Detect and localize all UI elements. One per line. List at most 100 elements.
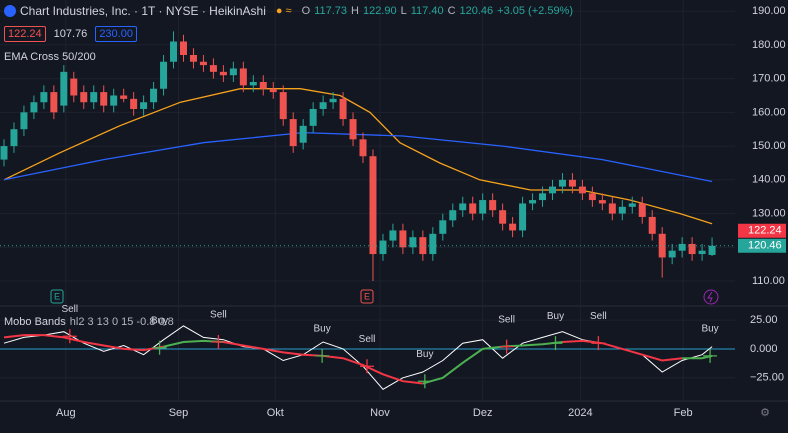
- x-tick-label: Nov: [370, 407, 390, 419]
- candle-body: [509, 223, 517, 231]
- candle-body: [698, 250, 706, 255]
- signal-cross: [591, 336, 606, 351]
- candle-body: [189, 54, 197, 62]
- candle-body: [419, 237, 427, 255]
- price-tag: [738, 238, 786, 253]
- candle-body: [539, 193, 547, 201]
- candle-body: [140, 102, 148, 109]
- candle-body: [519, 203, 527, 231]
- status-icons[interactable]: ● ≈: [275, 5, 292, 17]
- symbol[interactable]: Chart Industries, Inc. · 1T · NYSE · Hei…: [20, 4, 266, 18]
- price-tag: [738, 223, 786, 238]
- y-tick-label: 140.00: [752, 174, 786, 186]
- signal-cross: [548, 336, 563, 351]
- candle-body: [459, 203, 467, 211]
- candle-body: [688, 243, 696, 255]
- candle-body: [708, 245, 716, 255]
- moving-average: [3, 88, 713, 225]
- candle-body: [658, 233, 666, 258]
- candle-body: [449, 210, 457, 221]
- mobo-legend[interactable]: Mobo Bands hl2 3 13 0 15 -0.8 0.8: [4, 316, 174, 328]
- candle-body: [229, 68, 237, 76]
- candle-body: [20, 112, 28, 130]
- earnings-label: E: [54, 291, 60, 301]
- candle-body: [209, 65, 217, 72]
- x-tick-label: 2024: [568, 407, 592, 419]
- candle-body: [100, 92, 108, 106]
- candle-body: [339, 98, 347, 120]
- ohlc-value: 120.46: [459, 5, 494, 17]
- input-value: 107.76: [53, 28, 88, 40]
- candle-body: [70, 78, 78, 96]
- earnings-marker[interactable]: E: [50, 289, 64, 304]
- earnings-marker[interactable]: E: [360, 289, 374, 304]
- x-tick-label: Dez: [473, 407, 493, 419]
- change: +3.05 (+2.59%): [497, 5, 574, 17]
- x-tick-label: Feb: [674, 407, 693, 419]
- candle-body: [90, 92, 98, 103]
- dividend-marker[interactable]: [703, 289, 719, 305]
- settings-icon[interactable]: ⚙: [760, 407, 770, 419]
- candle-body: [389, 230, 397, 241]
- signal-cross: [499, 339, 514, 354]
- candle-body: [319, 102, 327, 109]
- candle-body: [429, 233, 437, 255]
- candle-body: [628, 203, 636, 207]
- candle-body: [349, 119, 357, 140]
- candle-body: [409, 237, 417, 248]
- ohlc-label: C: [447, 5, 456, 17]
- candle-body: [499, 210, 507, 224]
- signal-cross: [417, 374, 432, 389]
- candle-body: [668, 250, 676, 258]
- candle-body: [50, 92, 58, 113]
- y-tick-label: −25.00: [750, 372, 784, 384]
- candle-body: [479, 200, 487, 214]
- input-value[interactable]: 122.24: [4, 26, 46, 42]
- candle-body: [399, 230, 407, 248]
- signal-cross: [703, 348, 718, 363]
- candle-body: [180, 41, 188, 55]
- candle-body: [30, 102, 38, 113]
- signal-cross: [315, 348, 330, 363]
- candle-body: [40, 92, 48, 103]
- y-tick-label: 160.00: [752, 106, 786, 118]
- signal-label: Sell: [498, 314, 515, 325]
- signal-label: Sell: [359, 334, 376, 345]
- x-tick-label: Okt: [267, 407, 284, 419]
- candle-body: [598, 200, 606, 204]
- candle-body: [529, 200, 537, 204]
- candle-body: [269, 88, 277, 93]
- signal-cross: [211, 335, 226, 350]
- y-tick-label: 190.00: [752, 5, 786, 17]
- ohlc-label: O: [301, 5, 311, 17]
- indicator-name: EMA Cross 50/200: [4, 51, 96, 63]
- candle-body: [10, 129, 18, 147]
- candle-body: [299, 125, 307, 143]
- y-tick-label: 110.00: [752, 275, 785, 287]
- input-value[interactable]: 230.00: [95, 26, 137, 42]
- signal-label: Buy: [547, 311, 564, 322]
- candle-body: [558, 179, 566, 187]
- candle-body: [249, 81, 257, 86]
- candle-body: [439, 220, 447, 234]
- mobo-title: Mobo Bands: [4, 316, 66, 328]
- earnings-label: E: [364, 291, 370, 301]
- y-tick-label: 170.00: [752, 73, 786, 85]
- candle-body: [150, 88, 158, 103]
- candle-body: [369, 156, 377, 255]
- header: Chart Industries, Inc. · 1T · NYSE · Hei…: [4, 4, 573, 18]
- candle-body: [120, 95, 128, 99]
- candle-body: [219, 71, 227, 76]
- y-tick-label: 130.00: [752, 207, 786, 219]
- candle-body: [80, 92, 88, 103]
- candle-body: [608, 203, 616, 214]
- signal-label: Sell: [590, 311, 607, 322]
- x-tick-label: Sep: [169, 407, 189, 419]
- candle-body: [170, 41, 178, 62]
- indicator-legend[interactable]: EMA Cross 50/200: [4, 51, 96, 63]
- candle-body: [0, 146, 8, 160]
- candle-body: [469, 203, 477, 214]
